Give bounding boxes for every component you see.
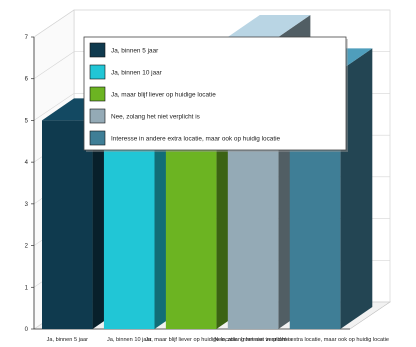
- legend-swatch: [89, 86, 106, 102]
- legend-label: Interesse in andere extra locatie, maar …: [111, 136, 281, 143]
- legend-swatch: [89, 64, 106, 80]
- legend-label: Ja, binnen 10 jaar: [111, 70, 163, 77]
- y-tick-label: 6: [25, 77, 29, 83]
- gridline: [33, 9, 390, 38]
- y-tick-label: 4: [25, 160, 29, 166]
- x-category-label: Ja, binnen 10 jaar: [107, 337, 152, 343]
- x-category-label: Interesse in andere extra locatie, maar …: [241, 337, 389, 343]
- x-category-label: Nee, zolang het niet verplicht is: [214, 337, 292, 343]
- legend-label: Ja, maar blijf liever op huidige locatie: [111, 92, 216, 99]
- bar-top: [227, 15, 311, 37]
- y-tick-label: 1: [25, 285, 29, 291]
- x-category-label: Ja, maar blijf liever op huidige locatie: [145, 337, 237, 343]
- y-tick-label: 3: [25, 202, 29, 208]
- legend-label: Ja, binnen 5 jaar: [111, 48, 159, 55]
- legend-label: Nee, zolang het niet verplicht is: [111, 114, 200, 121]
- y-tick-label: 2: [25, 244, 29, 250]
- x-category-label: Ja, binnen 5 jaar: [47, 337, 88, 343]
- bar-front: [103, 132, 155, 329]
- legend-swatch: [89, 130, 106, 146]
- y-tick-label: 7: [25, 35, 29, 41]
- y-tick-label: 5: [25, 118, 29, 124]
- bar-front: [42, 120, 93, 329]
- bar-side: [340, 48, 373, 329]
- chart-legend: Ja, binnen 5 jaar Ja, binnen 10 jaar Ja, m…: [83, 36, 348, 152]
- y-tick-label: 0: [25, 327, 29, 333]
- legend-swatch: [89, 42, 106, 58]
- legend-swatch: [89, 108, 106, 124]
- legend-box: [83, 36, 347, 151]
